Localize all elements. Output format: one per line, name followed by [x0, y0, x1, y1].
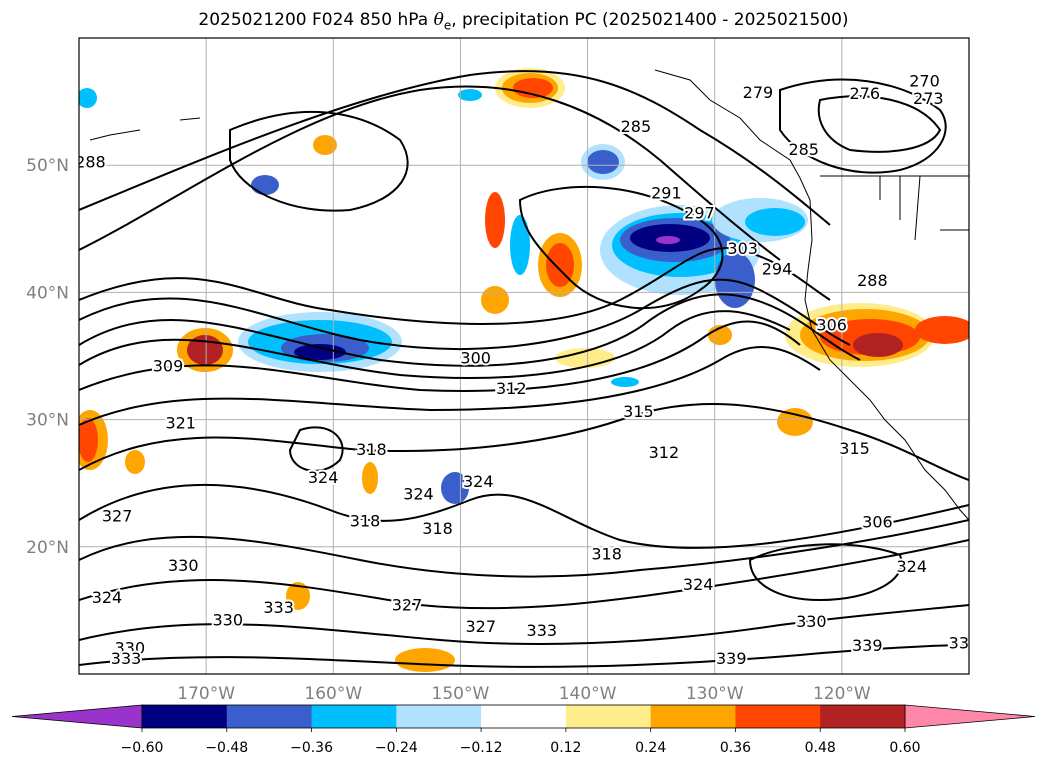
lon-tick-label-0: 170°W — [177, 684, 235, 704]
contour-label-16: 315 — [623, 402, 654, 421]
contour-label-14: 312 — [496, 379, 527, 398]
colorbar-tick-label-2: −0.36 — [290, 740, 333, 756]
contour-label-19: 315 — [839, 439, 870, 458]
contour-label-34: 327 — [392, 595, 423, 614]
colorbar-segment-3 — [396, 705, 482, 728]
colorbar-tick-label-7: 0.36 — [720, 740, 751, 756]
lat-tick-label-0: 50°N — [26, 156, 69, 176]
contour-label-8: 297 — [684, 204, 715, 223]
contour-label-42: 339 — [852, 636, 883, 655]
latitude-tick-labels: 50°N 40°N 30°N 20°N — [26, 156, 69, 558]
colorbar-segment-0 — [142, 705, 228, 728]
contour-label-0: 270 — [909, 71, 940, 90]
colorbar-segment-2 — [311, 705, 397, 728]
colorbar-segment-7 — [735, 705, 821, 728]
colorbar-tick-label-3: −0.24 — [375, 740, 418, 756]
lon-tick-label-3: 140°W — [559, 684, 617, 704]
colorbar-segment-4 — [481, 705, 567, 728]
colorbar-tick-label-4: −0.12 — [460, 740, 503, 756]
colorbar-segment-8 — [820, 705, 906, 728]
contour-label-27: 306 — [862, 513, 893, 532]
colorbar-extend-high — [904, 704, 1036, 729]
plot-frame — [78, 37, 970, 675]
lat-tick-label-3: 20°N — [26, 538, 69, 558]
contour-label-23: 324 — [463, 472, 494, 491]
lon-tick-label-4: 130°W — [686, 684, 744, 704]
contour-label-36: 327 — [465, 617, 496, 636]
colorbar-tick-label-9: 0.60 — [889, 740, 920, 756]
contour-label-12: 306 — [816, 316, 847, 335]
contour-label-13: 300 — [460, 349, 491, 368]
theta-e-contours — [79, 70, 969, 668]
contour-label-31: 324 — [92, 588, 123, 607]
contour-label-7: 291 — [651, 183, 682, 202]
contour-label-4: 285 — [621, 117, 652, 136]
contour-label-5: 285 — [788, 140, 819, 159]
contour-label-18: 318 — [356, 440, 387, 459]
lat-tick-label-1: 40°N — [26, 283, 69, 303]
contour-label-11: 288 — [857, 271, 888, 290]
contour-label-38: 330 — [796, 612, 827, 631]
colorbar-tick-label-5: 0.12 — [550, 740, 581, 756]
colorbar-segment-5 — [565, 705, 652, 728]
lat-tick-label-2: 30°N — [26, 411, 69, 431]
contour-label-10: 294 — [762, 260, 793, 279]
contour-label-21: 324 — [308, 468, 339, 487]
contour-label-25: 318 — [350, 511, 381, 530]
contour-label-17: 321 — [165, 414, 196, 433]
colorbar-frame — [141, 704, 906, 729]
contour-label-24: 327 — [102, 506, 133, 525]
chart-title: 2025021200 F024 850 hPa θe, precipitatio… — [0, 10, 1047, 32]
contour-label-33: 333 — [263, 598, 294, 617]
title-symbol: θ — [433, 10, 444, 30]
lon-tick-label-2: 150°W — [432, 684, 490, 704]
contour-label-1: 273 — [913, 89, 944, 108]
title-prefix: 2025021200 F024 850 hPa — [198, 10, 434, 30]
contour-label-29: 324 — [897, 557, 928, 576]
colorbar: −0.60 −0.48 −0.36 −0.24 −0.12 0.12 0.24 0.36 0.4… — [11, 704, 1036, 756]
colorbar-tick-label-6: 0.24 — [635, 740, 666, 756]
coastline — [89, 69, 969, 521]
contour-label-40: 333 — [111, 649, 142, 668]
contour-label-30: 330 — [168, 556, 199, 575]
precipitation-shading — [79, 68, 969, 672]
contour-label-3: 279 — [743, 83, 774, 102]
contour-label-41: 339 — [716, 649, 747, 668]
colorbar-extend-low — [11, 704, 143, 729]
contour-label-20: 312 — [649, 443, 680, 462]
contour-label-32: 324 — [683, 575, 714, 594]
title-subscript: e — [443, 18, 452, 33]
contour-label-22: 324 — [403, 485, 434, 504]
map-gridlines — [79, 38, 969, 674]
contour-label-37: 333 — [527, 621, 558, 640]
contour-label-6: 288 — [75, 153, 106, 172]
colorbar-segment-6 — [650, 705, 736, 728]
contour-label-39: 330 — [115, 639, 146, 658]
lon-tick-label-1: 160°W — [304, 684, 362, 704]
contour-label-2: 276 — [849, 84, 880, 103]
longitude-tick-labels: 170°W 160°W 150°W 140°W 130°W 120°W — [177, 684, 871, 704]
contour-label-43: 33 — [949, 634, 969, 653]
contour-label-15: 309 — [153, 356, 184, 375]
lon-tick-label-5: 120°W — [813, 684, 871, 704]
contour-label-35: 330 — [212, 611, 243, 630]
title-suffix: , precipitation PC (2025021400 - 2025021… — [451, 10, 849, 30]
contour-label-26: 318 — [422, 519, 453, 538]
contour-label-28: 318 — [591, 545, 622, 564]
colorbar-tick-label-1: −0.48 — [205, 740, 248, 756]
contour-label-9: 303 — [727, 239, 758, 258]
colorbar-tick-label-0: −0.60 — [121, 740, 164, 756]
colorbar-tick-label-8: 0.48 — [805, 740, 836, 756]
colorbar-segment-1 — [226, 705, 313, 728]
